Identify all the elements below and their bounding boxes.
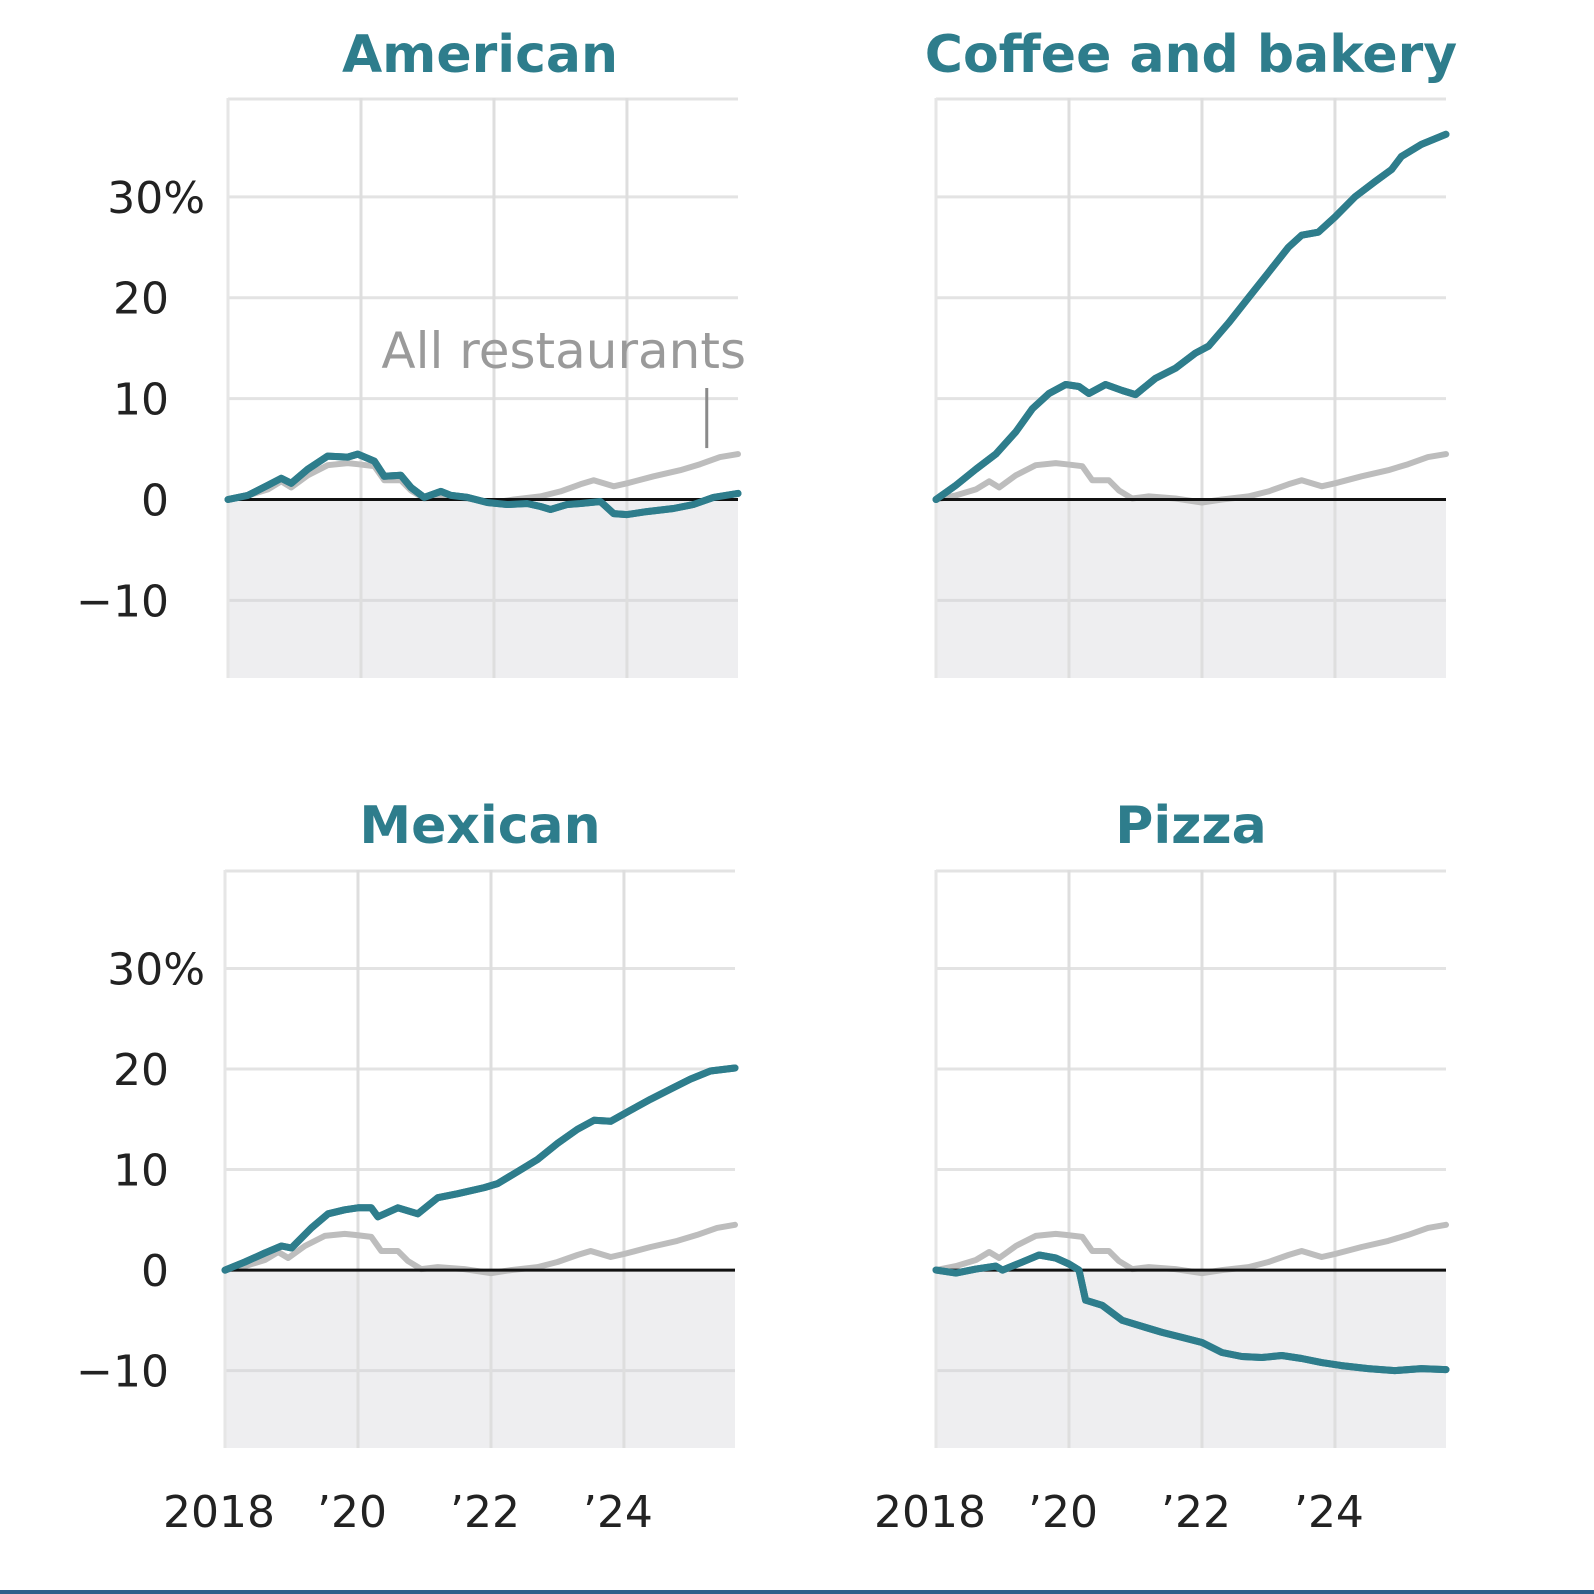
x-tick-label: ’22 bbox=[450, 1487, 520, 1538]
y-tick-label: 20 bbox=[113, 1045, 169, 1096]
x-tick-label: ’22 bbox=[1161, 1487, 1231, 1538]
series-line-overlay bbox=[932, 130, 1450, 503]
y-tick-label: −10 bbox=[76, 1347, 169, 1398]
x-tick-label: ’20 bbox=[317, 1487, 387, 1538]
x-tick-label: 2018 bbox=[874, 1487, 986, 1538]
y-tick-label: −10 bbox=[76, 576, 169, 627]
annotation-all-restaurants: All restaurants bbox=[381, 322, 746, 380]
x-tick-label: ’24 bbox=[1294, 1487, 1364, 1538]
y-tick-label: 10 bbox=[113, 375, 169, 426]
panel-title: American bbox=[342, 25, 618, 85]
series-line-overlay bbox=[224, 450, 742, 519]
series-line-all-restaurants bbox=[225, 451, 741, 506]
bottom-strip bbox=[0, 1590, 1594, 1594]
x-tick-label: ’20 bbox=[1028, 1487, 1098, 1538]
panel-title: Mexican bbox=[359, 796, 600, 856]
y-tick-label: 0 bbox=[141, 1246, 169, 1297]
y-tick-label: 0 bbox=[141, 475, 169, 526]
negative-region bbox=[225, 1270, 735, 1448]
series-line-all-restaurants bbox=[222, 1221, 738, 1277]
x-tick-label: ’24 bbox=[583, 1487, 653, 1538]
panel-american: American 30% 20 10 0 −10 All restaurants bbox=[76, 25, 746, 678]
panel-mexican: Mexican 30% 20 10 0 −10 2018 ’20 ’22 ’24 bbox=[76, 796, 739, 1538]
negative-region bbox=[936, 499, 1446, 678]
y-tick-label: 30% bbox=[107, 945, 205, 996]
y-tick-label: 30% bbox=[107, 173, 205, 224]
panel-coffee-and-bakery: Coffee and bakery bbox=[925, 25, 1457, 678]
y-tick-label: 20 bbox=[113, 274, 169, 325]
x-tick-label: 2018 bbox=[163, 1487, 275, 1538]
y-tick-label: 10 bbox=[113, 1146, 169, 1197]
series-line-overlay bbox=[221, 1064, 739, 1274]
negative-region bbox=[228, 499, 738, 678]
series-line-all-restaurants bbox=[933, 451, 1449, 506]
series-line-all-restaurants bbox=[933, 1221, 1449, 1277]
panel-pizza: Pizza 2018 ’20 ’22 ’24 bbox=[874, 796, 1450, 1538]
panel-title: Pizza bbox=[1115, 796, 1267, 856]
negative-region bbox=[936, 1270, 1446, 1448]
series-line-overlay bbox=[932, 1251, 1450, 1375]
panel-title: Coffee and bakery bbox=[925, 25, 1457, 85]
